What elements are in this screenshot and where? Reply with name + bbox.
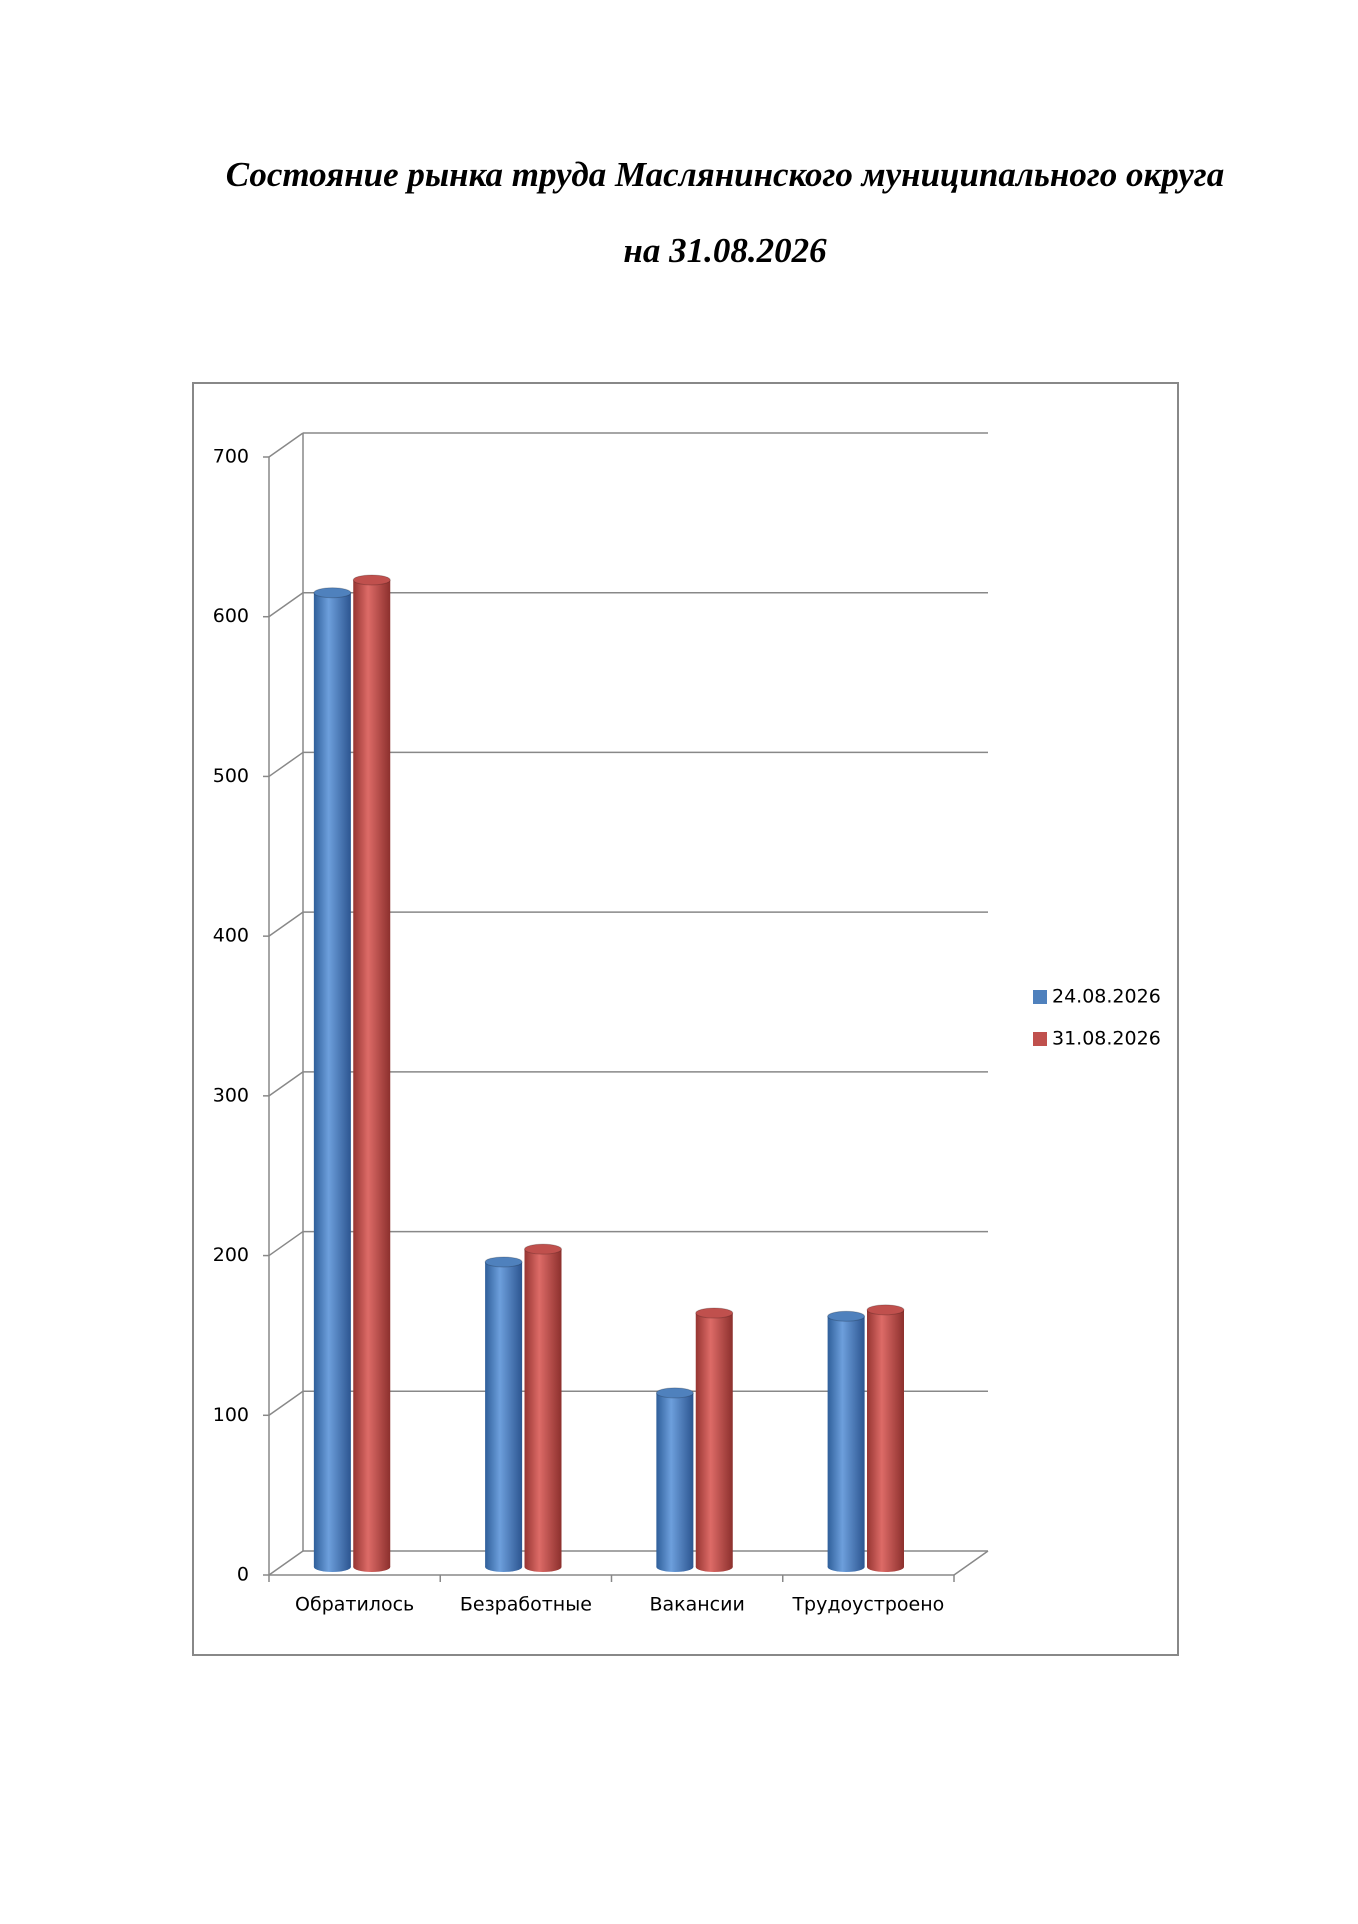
y-tick-label: 200 <box>213 1244 249 1266</box>
x-tick-label: Трудоустроено <box>791 1594 944 1616</box>
bar-top <box>313 587 352 599</box>
grid-line-side <box>268 592 304 618</box>
x-tick-label: Вакансии <box>649 1594 744 1616</box>
bar <box>524 1243 562 1572</box>
bar-bottom <box>656 1562 694 1572</box>
bar-top <box>352 574 391 586</box>
legend-label: 24.08.2026 <box>1052 986 1161 1008</box>
bar-bottom <box>485 1562 523 1572</box>
legend-swatch <box>1033 1032 1047 1046</box>
bar <box>313 587 352 1572</box>
bar-body <box>827 1316 865 1567</box>
bar-top <box>695 1307 734 1319</box>
chart-title: Состояние рынка труда Маслянинского муни… <box>226 155 1224 194</box>
legend-label: 31.08.2026 <box>1052 1028 1161 1050</box>
bar <box>655 1387 694 1572</box>
bar-bottom <box>695 1562 733 1572</box>
x-tick-label: Безработные <box>460 1594 592 1616</box>
bar <box>695 1307 734 1572</box>
bar-top <box>655 1387 694 1399</box>
bar-bottom <box>827 1562 865 1572</box>
bar-bottom <box>353 1562 391 1572</box>
bar-bottom <box>313 1562 351 1572</box>
y-tick-label: 700 <box>213 446 249 468</box>
grid-line-side <box>268 751 304 778</box>
bar-body <box>695 1313 733 1567</box>
x-tick-label: Обратилось <box>295 1594 414 1616</box>
y-tick-label: 100 <box>213 1404 249 1426</box>
bar-bottom <box>867 1562 904 1572</box>
bar <box>827 1310 866 1572</box>
chart-frame <box>192 382 1179 1656</box>
floor-edge <box>953 1550 989 1576</box>
y-tick-label: 400 <box>213 925 249 947</box>
bar-body <box>867 1309 904 1567</box>
y-tick-label: 600 <box>213 605 249 627</box>
bar-top <box>524 1243 562 1255</box>
bar-body <box>485 1261 523 1567</box>
bar-body <box>313 592 351 1567</box>
bar-top <box>827 1310 866 1322</box>
grid-line-side <box>268 1550 304 1576</box>
grid-line-side <box>268 1230 304 1257</box>
bar-bottom <box>524 1562 562 1572</box>
y-tick-label: 500 <box>213 765 249 787</box>
y-tick-label: 300 <box>213 1084 249 1106</box>
legend-swatch <box>1033 990 1047 1004</box>
chart-subtitle: на 31.08.2026 <box>623 231 827 270</box>
bar-body <box>656 1392 694 1567</box>
bar-top <box>484 1256 523 1268</box>
grid-line-side <box>268 432 304 458</box>
y-tick-label: 0 <box>237 1564 249 1586</box>
grid-line-side <box>268 911 304 937</box>
bar <box>484 1256 523 1572</box>
bar <box>352 574 391 1572</box>
bar <box>866 1304 905 1572</box>
grid-line-side <box>268 1071 304 1097</box>
bar-body <box>524 1249 562 1567</box>
grid-line-side <box>268 1390 304 1416</box>
bar-body <box>353 579 391 1567</box>
bar-top <box>866 1304 905 1316</box>
